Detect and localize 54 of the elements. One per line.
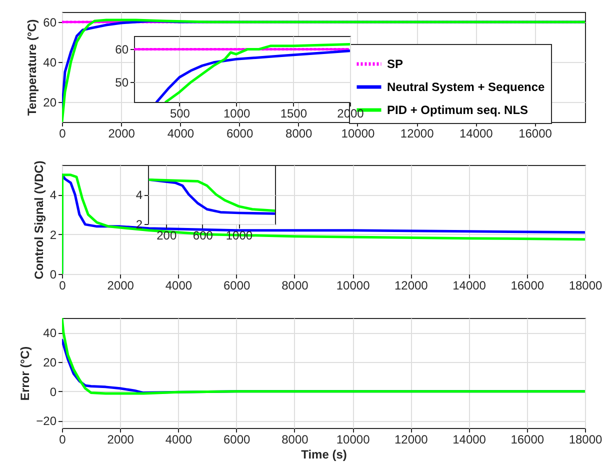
- x-tick-label: 18000: [568, 432, 603, 446]
- x-tick-label: 6000: [223, 278, 251, 292]
- y-tick-label: −20: [36, 414, 57, 428]
- x-tick-label: 8000: [282, 432, 309, 446]
- y-tick-label: 4: [136, 188, 143, 202]
- x-tick-label: 200: [156, 228, 177, 242]
- x-tick-label: 1000: [223, 106, 250, 120]
- x-tick-label: 6000: [223, 432, 251, 446]
- y-tick-label: 4: [50, 188, 57, 202]
- x-tick-label: 10000: [336, 432, 370, 446]
- y-tick-label: 40: [43, 326, 57, 340]
- y-tick-label: 20: [43, 356, 57, 370]
- y-tick-label: 20: [43, 96, 57, 110]
- x-tick-label: 4000: [165, 432, 192, 446]
- x-tick-label: 16000: [518, 126, 552, 140]
- x-tick-label: 0: [59, 432, 66, 446]
- x-axis-title: Time (s): [301, 448, 347, 462]
- x-tick-label: 500: [170, 106, 190, 120]
- y-tick-label: 0: [50, 268, 57, 282]
- x-tick-label: 8000: [282, 278, 309, 292]
- x-tick-label: 0: [59, 126, 66, 140]
- x-tick-label: 10000: [336, 278, 370, 292]
- y-axis-title: Error (°C): [18, 346, 32, 401]
- y-axis-title: Control Signal (VDC): [32, 160, 46, 280]
- legend-label: PID + Optimum seq. NLS: [387, 103, 528, 117]
- x-tick-label: 12000: [394, 432, 428, 446]
- x-tick-label: 8000: [286, 126, 313, 140]
- y-axis-title: Temperature (°C): [25, 19, 40, 116]
- x-tick-label: 6000: [226, 126, 254, 140]
- x-tick-label: 12000: [400, 126, 434, 140]
- y-tick-label: 60: [43, 16, 57, 30]
- y-tick-label: 60: [115, 42, 129, 57]
- x-tick-label: 0: [59, 278, 66, 292]
- x-tick-label: 2000: [108, 126, 136, 140]
- legend-label: SP: [387, 57, 404, 71]
- y-tick-label: 50: [115, 76, 129, 90]
- x-tick-label: 18000: [568, 278, 603, 292]
- x-tick-label: 4000: [165, 278, 192, 292]
- x-tick-label: 2000: [107, 278, 134, 292]
- x-tick-label: 1500: [280, 106, 308, 120]
- x-tick-label: 4000: [167, 126, 194, 140]
- y-tick-label: 2: [50, 228, 57, 242]
- x-tick-label: 2000: [107, 432, 134, 446]
- line-series: [62, 318, 585, 395]
- x-tick-label: 12000: [394, 278, 428, 292]
- x-tick-label: 14000: [452, 278, 486, 292]
- y-tick-label: 40: [43, 56, 57, 70]
- x-tick-label: 14000: [452, 432, 486, 446]
- x-tick-label: 10000: [341, 126, 375, 140]
- x-tick-label: 14000: [459, 126, 494, 140]
- legend-label: Neutral System + Sequence: [387, 80, 546, 94]
- x-tick-label: 16000: [510, 278, 544, 292]
- y-tick-label: 0: [50, 384, 57, 399]
- x-tick-label: 16000: [510, 432, 544, 446]
